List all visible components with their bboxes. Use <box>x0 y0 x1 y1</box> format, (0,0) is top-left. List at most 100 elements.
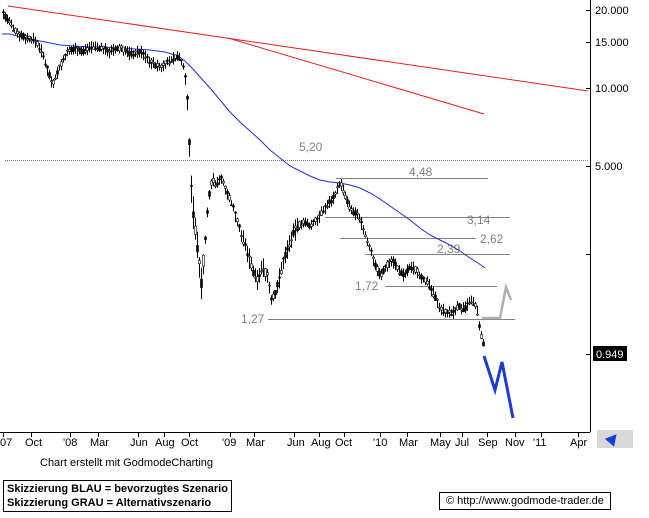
price-bar-body <box>342 190 345 194</box>
price-bar-body <box>260 270 263 273</box>
price-bar-body <box>300 224 303 227</box>
price-bar-body <box>56 70 59 75</box>
price-bar-body <box>400 270 403 276</box>
price-bar-body <box>364 234 367 237</box>
price-bar-body <box>218 178 221 181</box>
price-bar-body <box>250 263 253 269</box>
price-bar-body <box>380 273 383 278</box>
chart-corner-button[interactable] <box>597 430 633 448</box>
source-link[interactable]: © http://www.godmode-trader.de <box>439 492 611 510</box>
price-bar-body <box>104 46 107 50</box>
price-bar-body <box>26 38 29 41</box>
x-tick-label: May <box>430 437 451 449</box>
price-bar-body <box>476 313 479 316</box>
level-label: 3,14 <box>467 213 491 227</box>
x-tick-label: Oct <box>335 437 352 449</box>
price-bar-body <box>172 58 175 62</box>
price-bar-body <box>176 54 179 60</box>
price-bar-body <box>150 59 153 63</box>
legend-line-gray: Skizzierung GRAU = Alternativszenario <box>7 497 212 509</box>
y-tick-label: 15.000 <box>595 37 629 49</box>
price-bar-body <box>44 63 47 66</box>
price-bar-body <box>154 63 157 69</box>
price-bar-body <box>76 46 79 49</box>
level-label: 4,48 <box>409 165 433 179</box>
x-tick-label: '09 <box>222 437 236 449</box>
price-bar-body <box>130 50 133 53</box>
price-bar-body <box>38 48 41 51</box>
price-bar-body <box>330 200 333 203</box>
price-bar-body <box>344 195 347 199</box>
price-bar-body <box>470 301 473 304</box>
y-axis-tick-marks <box>586 10 590 355</box>
price-bar-body <box>436 298 439 301</box>
price-bar-body <box>362 228 365 231</box>
price-bar-body <box>226 190 229 195</box>
price-bar-body <box>276 281 279 288</box>
price-bar-body <box>386 261 389 268</box>
price-bar-body <box>208 191 211 197</box>
price-bar-body <box>336 186 339 189</box>
scenario-legend: Skizzierung BLAU = bevorzugtes Szenario … <box>3 480 232 512</box>
price-bar-body <box>242 241 245 245</box>
price-bar-body <box>234 211 237 214</box>
price-bar-body <box>266 272 269 276</box>
price-bar-body <box>182 65 185 68</box>
x-tick-label: Aug <box>311 437 331 449</box>
x-tick-label: '08 <box>63 437 77 449</box>
price-bar-body <box>152 61 155 64</box>
price-bar-body <box>430 288 433 291</box>
price-bar-body <box>214 184 217 187</box>
price-bar-body <box>16 31 19 34</box>
price-bar-body <box>14 28 17 34</box>
price-bar-body <box>2 11 5 13</box>
price-bar-body <box>140 51 143 54</box>
price-bar-body <box>88 48 91 50</box>
price-bar-body <box>134 50 137 53</box>
price-bar-body <box>128 52 131 57</box>
price-bar-body <box>238 224 241 228</box>
x-tick-label: Aug <box>155 437 175 449</box>
price-bar-body <box>424 277 427 283</box>
price-bar-body <box>186 96 189 100</box>
price-bar-body <box>142 52 145 55</box>
y-tick-label: 20.000 <box>595 5 629 17</box>
price-bar-body <box>480 334 483 339</box>
price-bar-body <box>252 269 255 277</box>
price-bar-body <box>194 225 197 235</box>
price-bar-body <box>274 290 277 296</box>
x-tick-label: '11 <box>533 437 547 449</box>
alternative-scenario-arrow <box>482 282 513 320</box>
price-bar-body <box>410 266 413 270</box>
price-bar-body <box>394 261 397 267</box>
price-bar-body <box>428 286 431 289</box>
price-bar-body <box>36 41 39 46</box>
price-bar-body <box>148 62 151 64</box>
price-bar-body <box>404 272 407 275</box>
price-bar-body <box>78 47 81 52</box>
price-bar-body <box>306 222 309 226</box>
level-label: 5,20 <box>299 140 323 154</box>
y-tick-label: 10.000 <box>595 83 629 95</box>
last-price-label: 0.949 <box>596 349 624 361</box>
price-bar-body <box>124 49 127 51</box>
price-bar-body <box>68 49 71 52</box>
price-bar-body <box>8 20 11 23</box>
price-bar-body <box>188 139 191 145</box>
price-bar-body <box>368 245 371 247</box>
price-bar-body <box>212 178 215 183</box>
price-bar-body <box>84 50 87 53</box>
price-bar-body <box>100 46 103 50</box>
x-tick-label: Nov <box>505 437 525 449</box>
price-bar-body <box>98 47 101 51</box>
level-label: 1,27 <box>241 312 265 326</box>
price-bar-body <box>296 228 299 232</box>
price-bar-body <box>112 47 115 50</box>
price-bar-body <box>356 212 359 215</box>
price-bar-body <box>12 30 15 32</box>
chart-credit: Chart erstellt mit GodmodeCharting <box>40 457 214 469</box>
price-bar-body <box>284 251 287 258</box>
price-bar-body <box>382 268 385 274</box>
price-bar-body <box>184 75 187 78</box>
price-bar-body <box>324 205 327 207</box>
